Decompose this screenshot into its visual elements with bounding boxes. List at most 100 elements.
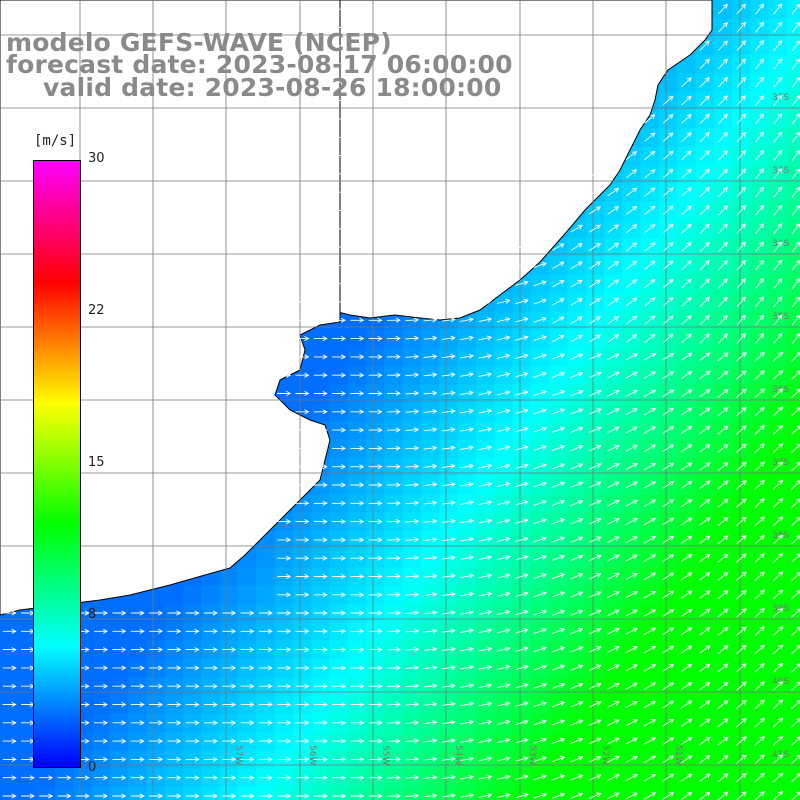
wind-arrow bbox=[405, 500, 420, 506]
wind-arrow bbox=[699, 535, 711, 545]
field-cell bbox=[786, 292, 800, 312]
wind-arrow bbox=[386, 390, 401, 396]
wind-arrow bbox=[313, 464, 328, 470]
field-cell bbox=[475, 786, 495, 800]
wind-arrow bbox=[332, 390, 347, 396]
wind-arrow bbox=[533, 390, 547, 396]
wind-arrow bbox=[423, 720, 438, 726]
wind-arrow bbox=[350, 628, 365, 634]
field-cell bbox=[786, 183, 800, 202]
wind-arrow bbox=[405, 628, 420, 634]
wind-arrow bbox=[588, 719, 602, 726]
wind-arrow bbox=[662, 737, 675, 745]
wind-arrow bbox=[478, 353, 493, 359]
wind-arrow bbox=[441, 646, 456, 652]
wind-arrow bbox=[112, 702, 127, 708]
wind-arrow bbox=[460, 664, 475, 670]
wind-arrow bbox=[405, 390, 420, 396]
wind-arrow bbox=[332, 720, 347, 726]
wind-arrow bbox=[736, 58, 747, 70]
wind-arrow bbox=[754, 388, 765, 399]
wind-arrow bbox=[551, 737, 566, 744]
wind-arrow bbox=[662, 572, 675, 581]
wind-arrow bbox=[680, 791, 693, 800]
wind-arrow bbox=[313, 756, 328, 762]
wind-arrow bbox=[460, 317, 475, 323]
wind-arrow bbox=[625, 719, 638, 727]
wind-arrow bbox=[496, 756, 511, 762]
wind-arrow bbox=[772, 571, 784, 582]
wind-arrow bbox=[112, 683, 127, 689]
wind-arrow bbox=[277, 756, 292, 762]
field-cell bbox=[603, 786, 623, 800]
wind-arrow bbox=[570, 353, 584, 360]
wind-arrow bbox=[570, 701, 584, 708]
wind-arrow bbox=[533, 316, 547, 323]
latitude-label: 32S bbox=[772, 93, 789, 103]
wind-arrow bbox=[277, 775, 292, 781]
wind-arrow bbox=[699, 131, 710, 143]
wind-arrow bbox=[313, 665, 328, 671]
wind-arrow bbox=[368, 390, 383, 396]
land-mask bbox=[0, 0, 713, 616]
wind-arrow bbox=[736, 186, 747, 198]
field-cell bbox=[768, 786, 788, 800]
longitude-label: 52W bbox=[600, 745, 610, 765]
wind-arrow bbox=[551, 573, 566, 580]
wind-arrow bbox=[625, 132, 638, 142]
wind-arrow bbox=[772, 534, 784, 545]
wind-arrow bbox=[204, 665, 218, 671]
wind-arrow bbox=[699, 314, 710, 326]
wind-arrow bbox=[112, 665, 127, 671]
wind-arrow bbox=[754, 607, 765, 618]
wind-arrow bbox=[423, 738, 438, 744]
wind-arrow bbox=[130, 683, 145, 689]
wind-arrow bbox=[625, 371, 638, 379]
wind-arrow bbox=[313, 409, 328, 415]
wind-arrow bbox=[295, 573, 310, 579]
wind-arrow bbox=[277, 427, 292, 433]
wind-arrow bbox=[662, 517, 675, 526]
wind-arrow bbox=[533, 518, 547, 525]
wind-arrow bbox=[478, 555, 493, 561]
wind-arrow bbox=[496, 518, 511, 524]
wind-arrow bbox=[405, 756, 420, 762]
wind-arrow bbox=[662, 389, 675, 398]
field-cell bbox=[73, 786, 92, 800]
wind-arrow bbox=[350, 317, 365, 323]
wind-arrow bbox=[313, 482, 328, 488]
wind-arrow bbox=[75, 793, 90, 799]
wind-arrow bbox=[588, 591, 602, 598]
wind-arrow bbox=[551, 664, 566, 671]
wind-arrow bbox=[735, 425, 747, 435]
wind-arrow bbox=[736, 314, 747, 326]
wind-arrow bbox=[405, 701, 420, 707]
wind-arrow bbox=[2, 702, 17, 708]
wind-arrow bbox=[332, 427, 347, 433]
field-cell bbox=[256, 786, 275, 800]
wind-arrow bbox=[607, 481, 620, 489]
wind-arrow bbox=[423, 408, 438, 414]
wind-arrow bbox=[773, 186, 783, 198]
wind-arrow bbox=[21, 775, 35, 781]
wind-arrow bbox=[295, 427, 310, 433]
wind-arrow bbox=[2, 720, 17, 726]
wind-arrow bbox=[423, 463, 438, 469]
wind-arrow bbox=[643, 627, 657, 635]
wind-arrow bbox=[570, 481, 584, 488]
wind-arrow bbox=[662, 444, 675, 453]
field-cell bbox=[256, 585, 275, 605]
wind-arrow bbox=[643, 792, 657, 800]
wind-arrow bbox=[515, 774, 529, 780]
wind-arrow bbox=[496, 408, 511, 414]
wind-arrow bbox=[589, 316, 601, 325]
wind-arrow bbox=[699, 736, 711, 746]
wind-arrow bbox=[240, 756, 255, 762]
wind-arrow bbox=[680, 700, 693, 709]
field-cell bbox=[402, 786, 422, 800]
field-cell bbox=[732, 786, 751, 800]
wind-arrow bbox=[332, 445, 347, 451]
field-cell bbox=[366, 786, 385, 800]
wind-arrow bbox=[735, 443, 747, 453]
wind-arrow bbox=[588, 737, 602, 745]
